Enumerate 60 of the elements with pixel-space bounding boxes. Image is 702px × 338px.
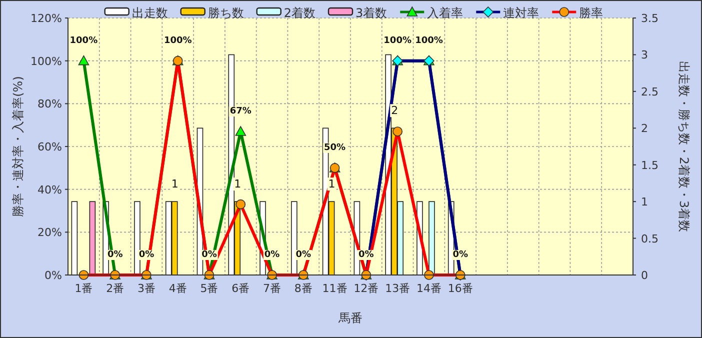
- legend-label: 3着数: [356, 6, 388, 20]
- y2-tick-label: 3: [641, 48, 648, 62]
- y-tick-label: 0%: [44, 269, 62, 282]
- y2-tick-label: 0: [641, 269, 648, 282]
- x-tick-label: 16番: [448, 282, 473, 295]
- x-tick-label: 11番: [322, 282, 348, 295]
- data-label: 0%: [264, 250, 280, 260]
- data-label: 1: [234, 178, 242, 191]
- y2-tick-label: 3.5: [641, 12, 658, 25]
- data-label: 1: [171, 178, 178, 191]
- x-tick-label: 7番: [263, 282, 282, 295]
- bar: [291, 201, 298, 276]
- y-tick-label: 80%: [38, 98, 62, 111]
- data-label: 100%: [415, 36, 443, 46]
- x-axis-title: 馬番: [338, 311, 362, 325]
- y-tick-label: 100%: [30, 54, 62, 68]
- legend-label: 勝ち数: [208, 6, 244, 20]
- y-tick-label: 40%: [38, 183, 62, 196]
- data-label: 0%: [138, 250, 154, 260]
- y2-tick-label: 2.5: [641, 85, 658, 98]
- y-tick-label: 120%: [30, 12, 62, 25]
- legend-label: 2着数: [284, 6, 316, 20]
- x-tick-label: 2番: [106, 282, 124, 295]
- bar: [71, 201, 78, 276]
- y2-tick-label: 2: [641, 122, 648, 136]
- x-tick-label: 13番: [385, 282, 410, 295]
- y2-tick-label: 1: [641, 196, 648, 209]
- legend-label: 入着率: [427, 6, 464, 20]
- data-label: 0%: [202, 250, 217, 260]
- legend-label: 勝率: [579, 6, 604, 20]
- x-tick-label: 12番: [354, 282, 379, 295]
- y-tick-label: 20%: [38, 226, 62, 240]
- data-label: 0%: [296, 250, 312, 260]
- data-label: 100%: [384, 36, 412, 46]
- data-label: 0%: [358, 250, 374, 260]
- y2-axis-title: 出走数・勝ち数・2着数・3着数: [677, 60, 691, 232]
- x-tick-label: 5番: [200, 282, 218, 295]
- data-label: 100%: [70, 36, 98, 46]
- y2-tick-label: 1.5: [641, 158, 658, 172]
- x-tick-label: 14番: [416, 282, 442, 295]
- y2-tick-label: 0.5: [641, 232, 658, 246]
- y-tick-label: 60%: [38, 140, 62, 154]
- data-label: 1: [328, 178, 336, 191]
- bar: [428, 201, 435, 276]
- data-label: 67%: [230, 106, 252, 117]
- x-tick-label: 3番: [137, 282, 156, 295]
- x-tick-label: 1番: [74, 282, 93, 295]
- legend-label: 連対率: [503, 6, 540, 20]
- legend-label: 出走数: [132, 6, 168, 20]
- data-label: 2: [391, 104, 398, 118]
- bar: [89, 201, 96, 276]
- y-axis-title: 勝率・連対率・入着率(%): [11, 76, 25, 217]
- x-tick-label: 6番: [232, 282, 250, 295]
- data-label: 50%: [324, 142, 346, 153]
- bar: [134, 201, 140, 276]
- data-label: 0%: [107, 250, 123, 260]
- data-label: 0%: [452, 250, 468, 260]
- data-label: 100%: [164, 36, 192, 46]
- x-tick-label: 4番: [168, 282, 187, 295]
- x-tick-label: 8番: [294, 282, 312, 295]
